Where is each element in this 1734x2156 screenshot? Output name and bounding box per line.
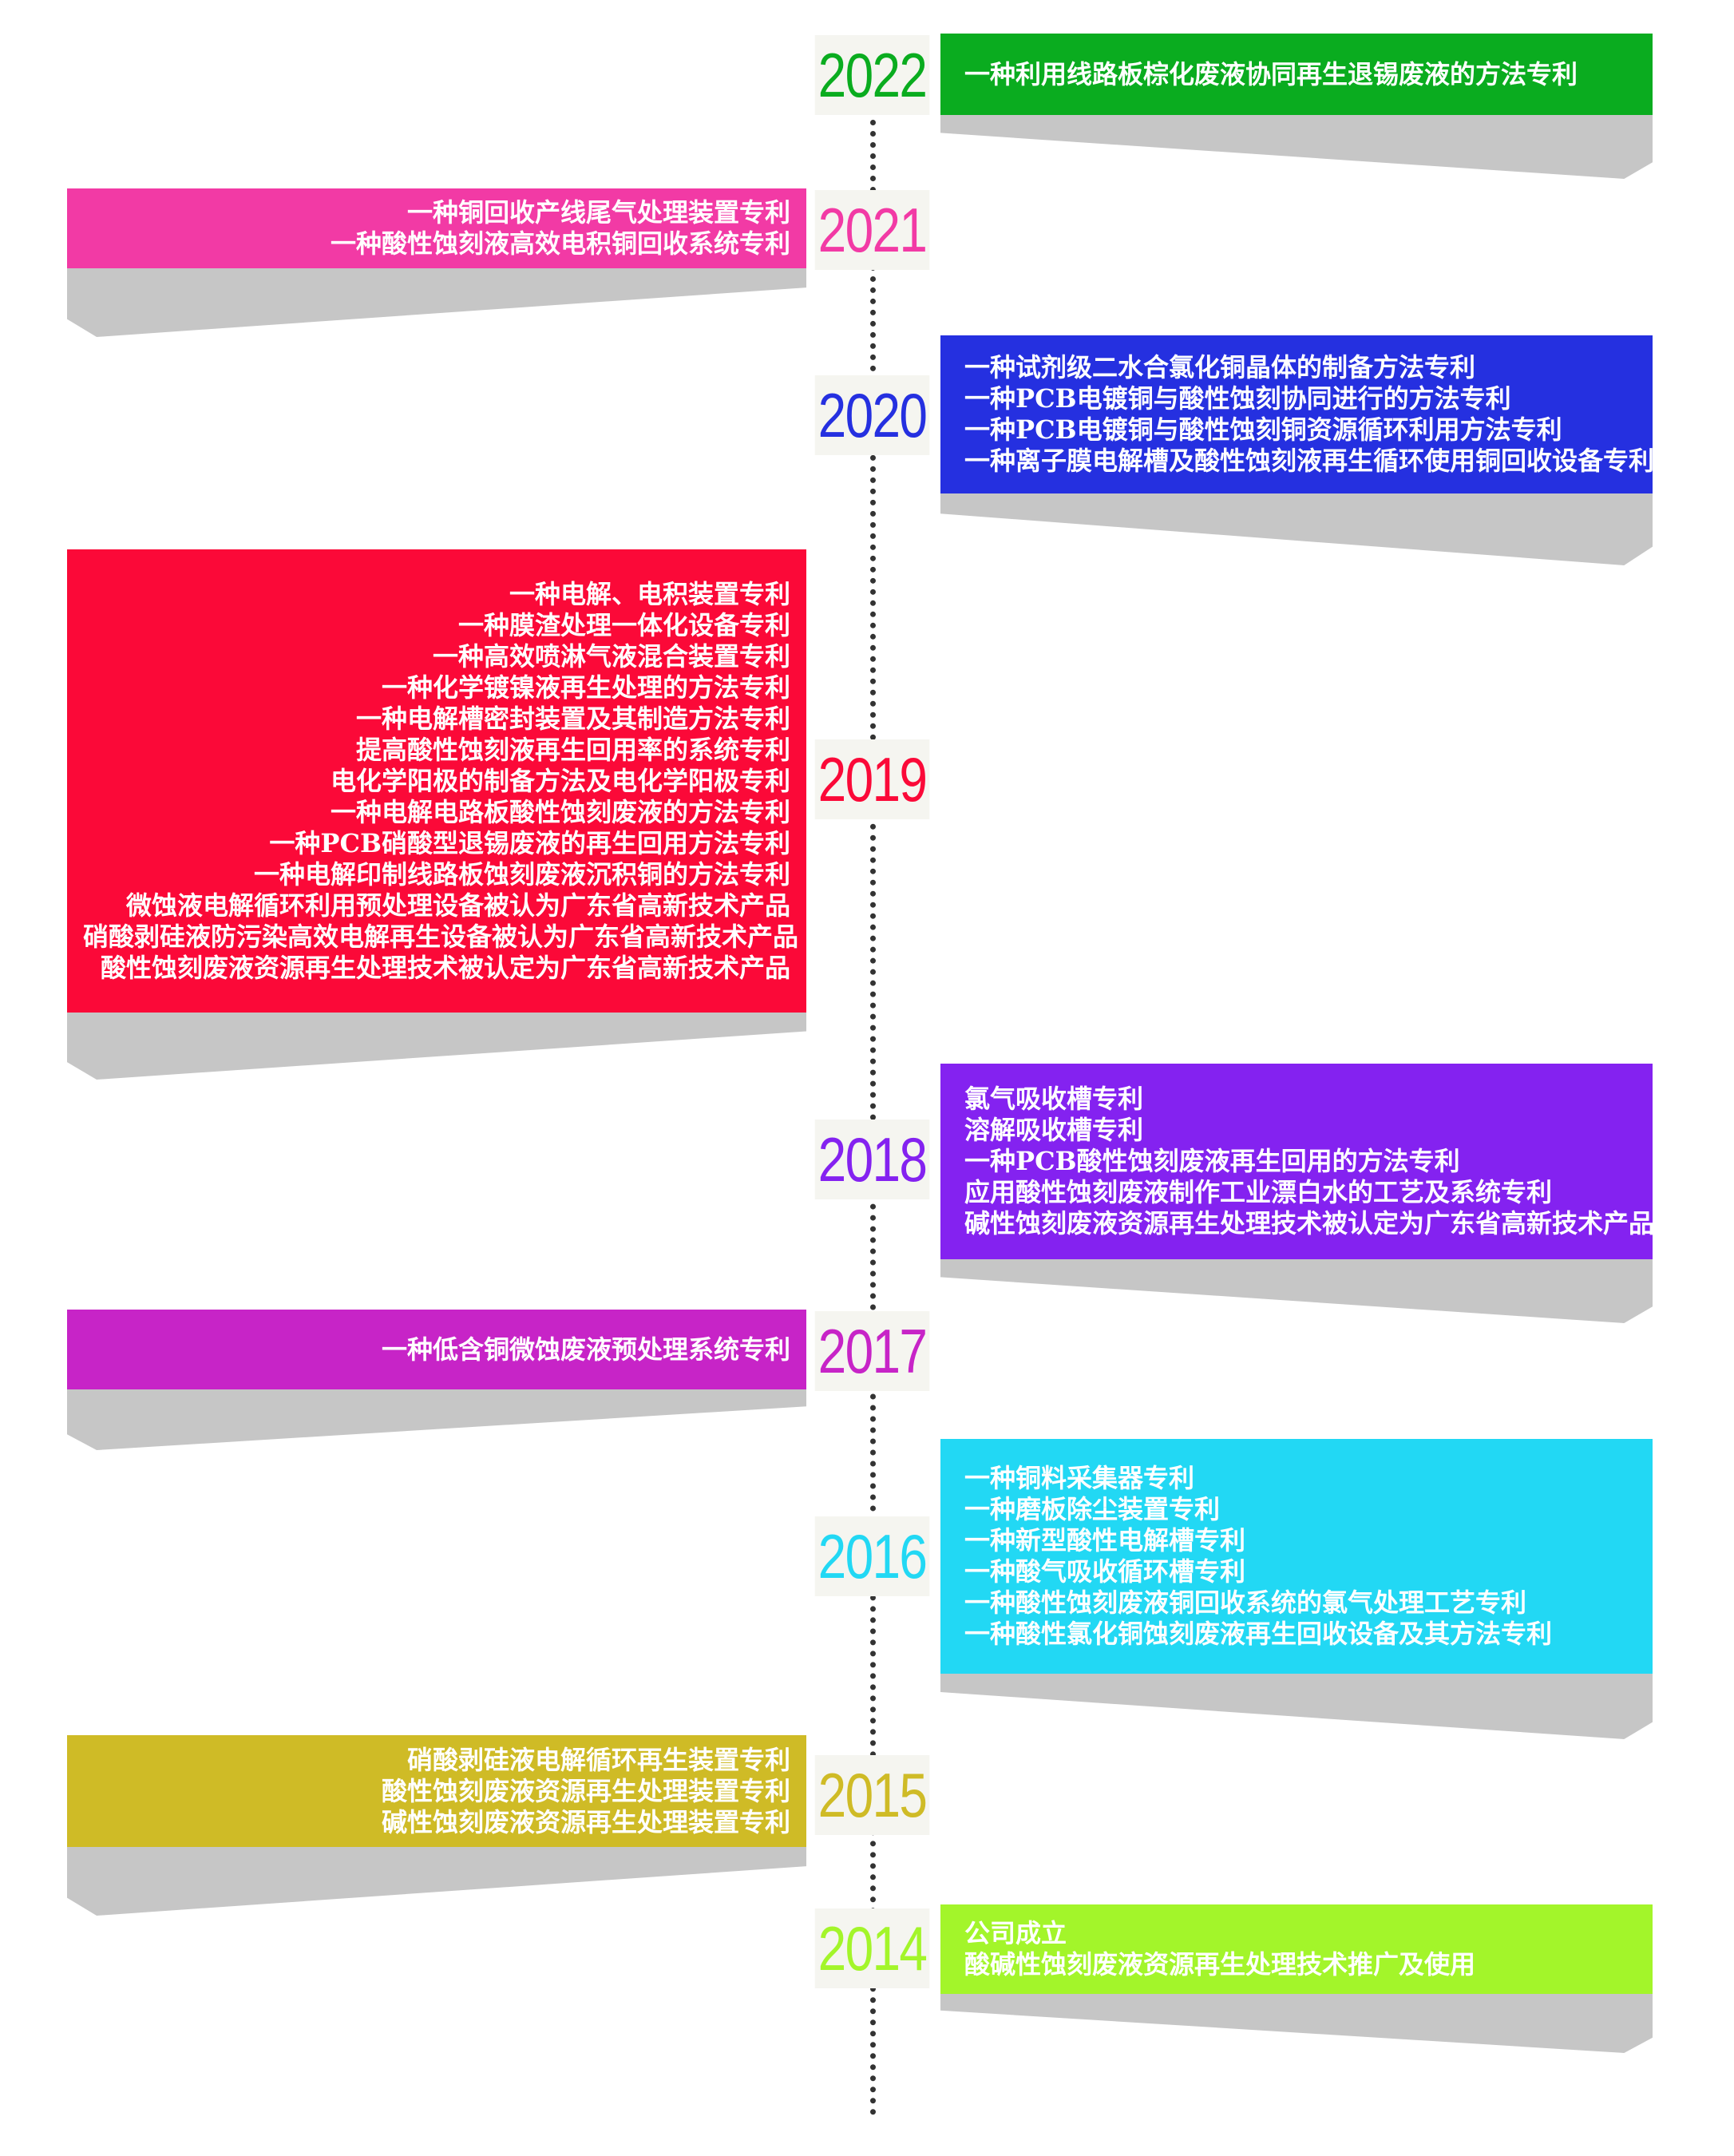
milestone-item: 一种酸性蚀刻液高效电积铜回收系统专利 — [330, 228, 790, 259]
milestone-box-2014: 公司成立 酸碱性蚀刻废液资源再生处理技术推广及使用 — [940, 1904, 1653, 1994]
milestone-item: 一种磨板除尘装置专利 — [964, 1494, 1221, 1524]
milestone-item: 溶解吸收槽专利 — [964, 1115, 1144, 1145]
milestone-box-2019: 一种电解、电积装置专利 一种膜渣处理一体化设备专利 一种高效喷淋气液混合装置专利 一种… — [67, 549, 806, 1013]
milestone-item: 电化学阳极的制备方法及电化学阳极专利 — [330, 765, 790, 796]
milestone-item: 一种铜料采集器专利 — [964, 1463, 1195, 1493]
year-label-2015: 2015 — [814, 1755, 930, 1835]
milestone-item: 一种酸性蚀刻废液铜回收系统的氯气处理工艺专利 — [964, 1587, 1527, 1618]
year-label-2022: 2022 — [814, 35, 930, 115]
milestone-item: 一种PCB电镀铜与酸性蚀刻协同进行的方法专利 — [964, 383, 1511, 414]
milestone-box-2021: 一种铜回收产线尾气处理装置专利 一种酸性蚀刻液高效电积铜回收系统专利 — [67, 188, 806, 268]
milestone-item: 酸性蚀刻废液资源再生处理技术被认定为广东省高新技术产品 — [100, 952, 790, 983]
year-label-2014: 2014 — [814, 1908, 930, 1988]
milestone-item: 一种化学镀镍液再生处理的方法专利 — [381, 672, 790, 703]
box-shadow-2015 — [67, 1847, 806, 1916]
milestone-item: 硝酸剥硅液防污染高效电解再生设备被认为广东省高新技术产品 — [83, 921, 799, 952]
milestone-item: 一种新型酸性电解槽专利 — [964, 1525, 1246, 1556]
milestone-item: 一种PCB酸性蚀刻废液再生回用的方法专利 — [964, 1146, 1460, 1176]
milestone-box-2016: 一种铜料采集器专利 一种磨板除尘装置专利 一种新型酸性电解槽专利 一种酸气吸收循环槽专… — [940, 1439, 1653, 1674]
milestone-item: 一种酸气吸收循环槽专利 — [964, 1556, 1246, 1587]
milestone-item: 一种高效喷淋气液混合装置专利 — [432, 640, 790, 672]
milestone-item: 微蚀液电解循环利用预处理设备被认为广东省高新技术产品 — [125, 890, 790, 921]
box-shadow-2021 — [67, 268, 806, 337]
year-label-2021: 2021 — [814, 190, 930, 270]
milestone-item: 碱性蚀刻废液资源再生处理装置专利 — [381, 1806, 790, 1837]
box-shadow-2014 — [940, 1994, 1653, 2053]
milestone-item: 一种离子膜电解槽及酸性蚀刻液再生循环使用铜回收设备专利 — [964, 446, 1655, 476]
milestone-item: 一种酸性氯化铜蚀刻废液再生回收设备及其方法专利 — [964, 1619, 1553, 1649]
milestone-item: 应用酸性蚀刻废液制作工业漂白水的工艺及系统专利 — [964, 1177, 1553, 1207]
milestone-item: 一种PCB硝酸型退锡废液的再生回用方法专利 — [269, 827, 790, 858]
milestone-item: 氯气吸收槽专利 — [964, 1084, 1144, 1114]
year-label-2020: 2020 — [814, 375, 930, 455]
milestone-item: 一种电解印制线路板蚀刻废液沉积铜的方法专利 — [253, 858, 790, 890]
milestone-item: 一种电解电路板酸性蚀刻废液的方法专利 — [330, 796, 790, 827]
milestone-item: 硝酸剥硅液电解循环再生装置专利 — [406, 1744, 790, 1775]
milestone-item: 一种试剂级二水合氯化铜晶体的制备方法专利 — [964, 352, 1476, 382]
box-shadow-2018 — [940, 1259, 1653, 1323]
milestone-item: 一种低含铜微蚀废液预处理系统专利 — [381, 1334, 790, 1365]
year-label-2016: 2016 — [814, 1516, 930, 1596]
milestone-item: 酸碱性蚀刻废液资源再生处理技术推广及使用 — [964, 1949, 1476, 1980]
milestone-box-2017: 一种低含铜微蚀废液预处理系统专利 — [67, 1310, 806, 1389]
box-shadow-2020 — [940, 493, 1653, 565]
milestone-item: 一种电解槽密封装置及其制造方法专利 — [355, 703, 790, 734]
milestone-box-2015: 硝酸剥硅液电解循环再生装置专利 酸性蚀刻废液资源再生处理装置专利 碱性蚀刻废液资源再… — [67, 1735, 806, 1847]
milestone-item: 公司成立 — [964, 1918, 1067, 1948]
milestone-item: 一种电解、电积装置专利 — [509, 578, 790, 609]
box-shadow-2017 — [67, 1389, 806, 1450]
milestone-box-2022: 一种利用线路板棕化废液协同再生退锡废液的方法专利 — [940, 34, 1653, 115]
milestone-item: 一种铜回收产线尾气处理装置专利 — [406, 197, 790, 228]
year-label-2018: 2018 — [814, 1120, 930, 1199]
box-shadow-2019 — [67, 1013, 806, 1080]
box-shadow-2022 — [940, 115, 1653, 179]
box-shadow-2016 — [940, 1674, 1653, 1739]
year-label-2019: 2019 — [814, 739, 930, 819]
milestone-item: 酸性蚀刻废液资源再生处理装置专利 — [381, 1775, 790, 1806]
milestone-item: 一种利用线路板棕化废液协同再生退锡废液的方法专利 — [964, 58, 1578, 89]
milestone-item: 一种PCB电镀铜与酸性蚀刻铜资源循环利用方法专利 — [964, 414, 1562, 445]
milestone-item: 碱性蚀刻废液资源再生处理技术被认定为广东省高新技术产品 — [964, 1208, 1655, 1239]
milestone-item: 一种膜渣处理一体化设备专利 — [457, 609, 790, 640]
milestone-box-2020: 一种试剂级二水合氯化铜晶体的制备方法专利 一种PCB电镀铜与酸性蚀刻协同进行的方法… — [940, 335, 1655, 493]
year-label-2017: 2017 — [814, 1311, 930, 1391]
timeline-dotted-axis — [870, 120, 876, 2116]
milestone-box-2018: 氯气吸收槽专利 溶解吸收槽专利 一种PCB酸性蚀刻废液再生回用的方法专利 应用酸性蚀刻… — [940, 1064, 1655, 1259]
milestone-item: 提高酸性蚀刻液再生回用率的系统专利 — [355, 734, 790, 765]
